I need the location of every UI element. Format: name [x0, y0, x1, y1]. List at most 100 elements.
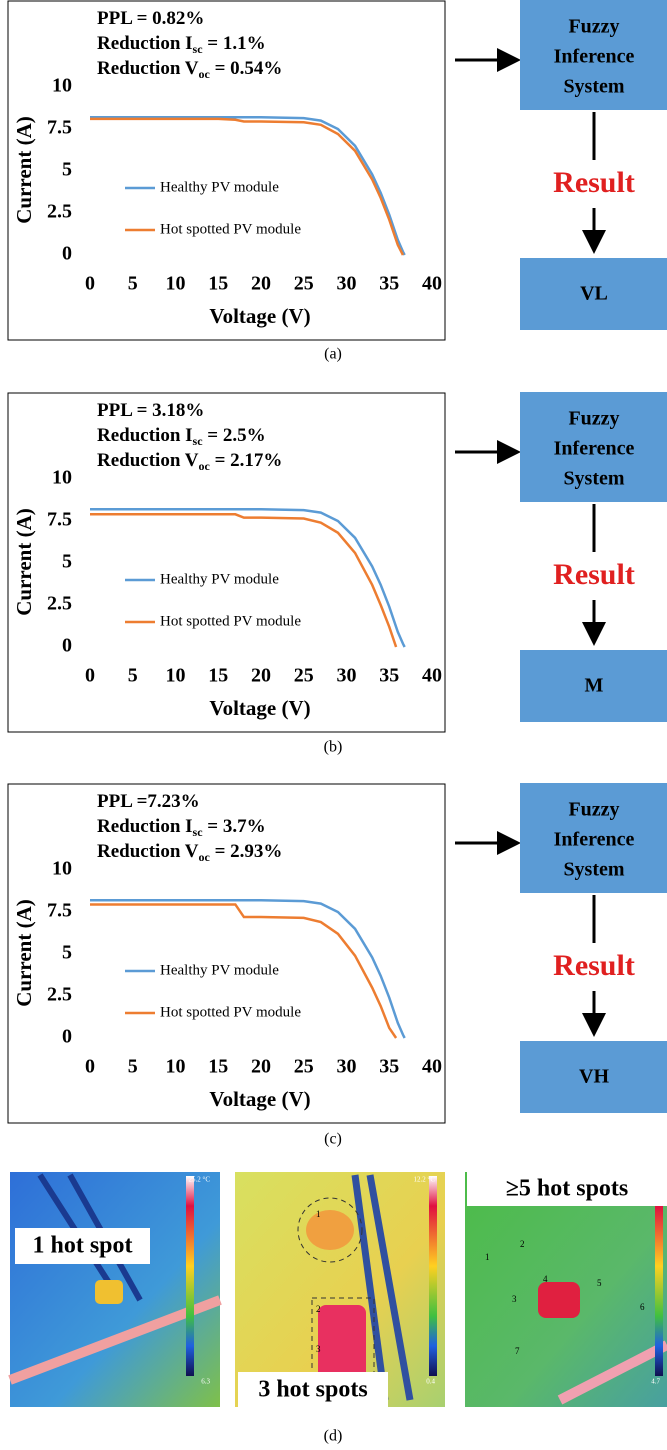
x-tick-label: 15 [208, 1056, 228, 1078]
y-tick-label: 2.5 [47, 593, 72, 615]
series-line [90, 898, 406, 1039]
spot-number: 1 [485, 1252, 490, 1262]
x-tick-label: 40 [422, 273, 442, 295]
annotation-value: = 1.1% [203, 33, 266, 54]
fuzzy-box-text: System [563, 76, 624, 98]
x-tick-label: 10 [166, 1056, 186, 1078]
thermal-images [8, 1172, 667, 1407]
x-tick-label: 25 [294, 273, 314, 295]
label-box [238, 1372, 388, 1408]
annotation: Reduction Isc = 1.1% [97, 33, 266, 55]
x-axis-title: Voltage (V) [209, 304, 310, 328]
legend-label: Hot spotted PV module [160, 613, 301, 629]
thermal-label: 3 hot spots [258, 1377, 367, 1403]
fuzzy-box-text: System [563, 468, 624, 490]
y-tick-label: 2.5 [47, 984, 72, 1006]
fuzzy-box-text: Inference [554, 438, 635, 460]
annotation-sub: sc [193, 434, 204, 448]
scale-min: 0.4 [426, 1378, 435, 1386]
caption: (a) [324, 346, 342, 363]
output-box [520, 650, 667, 722]
y-tick-label: 5 [62, 159, 72, 181]
x-tick-label: 5 [128, 1056, 138, 1078]
thermal-label: 1 hot spot [32, 1233, 132, 1259]
y-tick-label: 0 [62, 635, 72, 657]
spot-number: 4 [543, 1274, 548, 1284]
annotation: PPL = 3.18% [97, 400, 204, 421]
series-line [90, 115, 406, 256]
y-tick-label: 5 [62, 942, 72, 964]
scale-max: 25.2 °C [189, 1176, 211, 1184]
fuzzy-box [520, 392, 667, 502]
output-box [520, 1041, 667, 1113]
annotation-value: = 2.93% [210, 841, 283, 862]
annotation-text: Reduction I [97, 33, 193, 54]
y-axis-title: Current (A) [12, 899, 36, 1007]
y-tick-label: 2.5 [47, 201, 72, 223]
legend-label: Hot spotted PV module [160, 221, 301, 237]
x-tick-label: 20 [251, 665, 271, 687]
annotation-sub: oc [199, 67, 211, 81]
output-box [520, 258, 667, 330]
label-box [467, 1172, 667, 1206]
y-tick-label: 10 [52, 858, 72, 880]
result-label: Result [553, 558, 635, 591]
annotation-sub: sc [193, 42, 204, 56]
spot-number: 1 [316, 1209, 321, 1219]
fuzzy-box-text: Inference [554, 829, 635, 851]
y-tick-label: 7.5 [47, 117, 72, 139]
annotation: Reduction Isc = 2.5% [97, 425, 266, 447]
fuzzy-box-text: Fuzzy [568, 408, 619, 430]
series-line [90, 513, 398, 648]
thermal-label: ≥5 hot spots [506, 1176, 629, 1202]
annotation-text: Reduction I [97, 816, 193, 837]
y-tick-label: 5 [62, 551, 72, 573]
scale-max: 12.2 °C [414, 1176, 436, 1184]
spot-number: 2 [316, 1304, 321, 1314]
caption: (c) [324, 1131, 342, 1148]
x-tick-label: 35 [379, 1056, 399, 1078]
x-tick-label: 40 [422, 665, 442, 687]
annotation: Reduction Voc = 2.93% [97, 841, 282, 863]
x-tick-label: 25 [294, 665, 314, 687]
spot-number: 6 [640, 1302, 645, 1312]
x-tick-label: 5 [128, 665, 138, 687]
annotation-text: PPL = 0.82% [97, 8, 204, 29]
series-line [90, 117, 405, 256]
x-tick-label: 0 [85, 665, 95, 687]
chart-frame [7, 392, 446, 733]
spot-number: 7 [515, 1346, 520, 1356]
x-tick-label: 0 [85, 273, 95, 295]
y-tick-label: 10 [52, 75, 72, 97]
x-tick-label: 10 [166, 665, 186, 687]
scale-min: 6.3 [201, 1378, 210, 1386]
annotation: PPL =7.23% [97, 791, 200, 812]
x-axis-title: Voltage (V) [209, 696, 310, 720]
x-tick-label: 0 [85, 1056, 95, 1078]
scale-max: 32.7 °C [639, 1176, 661, 1184]
series-line [90, 507, 406, 648]
fuzzy-box-text: Fuzzy [568, 16, 619, 38]
output-text: VH [579, 1066, 609, 1088]
annotation-value: = 2.17% [210, 450, 283, 471]
chart-frame [7, 0, 446, 341]
fuzzy-box [520, 783, 667, 893]
annotation-value: = 3.7% [203, 816, 266, 837]
x-tick-label: 20 [251, 273, 271, 295]
legend-label: Healthy PV module [160, 179, 279, 195]
chart-frame [7, 783, 446, 1124]
fuzzy-box-text: System [563, 859, 624, 881]
x-tick-label: 20 [251, 1056, 271, 1078]
legend-label: Healthy PV module [160, 962, 279, 978]
y-tick-label: 7.5 [47, 900, 72, 922]
x-tick-label: 5 [128, 273, 138, 295]
annotation: PPL = 0.82% [97, 8, 204, 29]
x-tick-label: 40 [422, 1056, 442, 1078]
output-text: VL [580, 283, 608, 305]
x-tick-label: 30 [337, 665, 357, 687]
label-box [15, 1228, 150, 1264]
fuzzy-box [520, 0, 667, 110]
spot-number: 5 [597, 1278, 602, 1288]
